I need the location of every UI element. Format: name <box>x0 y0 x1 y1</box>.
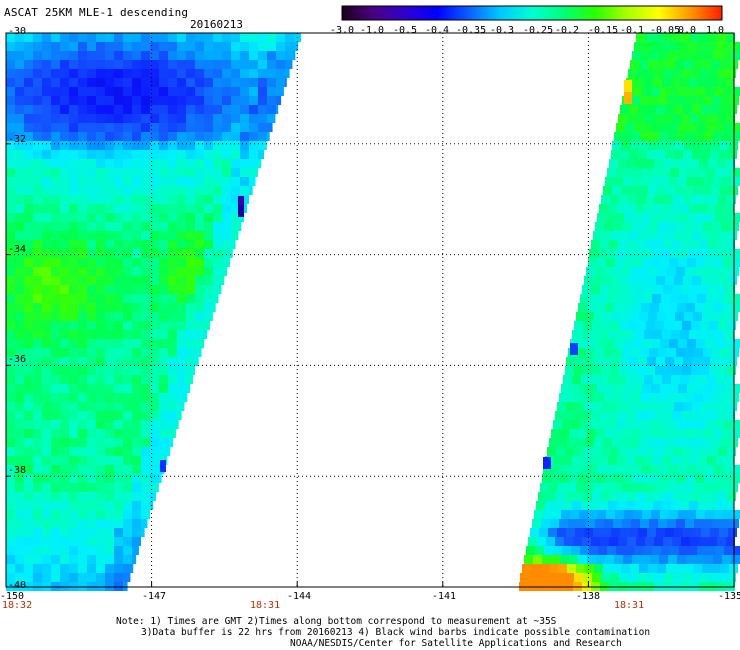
lat-label: -38 <box>8 465 27 476</box>
colorbar-tick: -0.4 <box>425 25 450 36</box>
lat-label: -32 <box>8 134 27 145</box>
colorbar-tick: -0.3 <box>490 25 515 36</box>
colorbar-tick: 0.0 <box>678 25 697 36</box>
swath-right <box>519 33 740 591</box>
swath-left <box>6 33 301 591</box>
colorbar-tick: -0.1 <box>620 25 645 36</box>
time-label: 18:32 <box>2 600 33 611</box>
note-line-1: Note: 1) Times are GMT 2)Times along bot… <box>116 616 557 627</box>
colorbar-tick: -3.0 <box>330 25 355 36</box>
lon-label: -135 <box>718 591 740 602</box>
lat-label: -40 <box>8 580 27 591</box>
time-label: 18:31 <box>614 600 645 611</box>
time-label: 18:31 <box>250 600 281 611</box>
colorbar-tick: -1.0 <box>360 25 385 36</box>
colorbar <box>341 5 723 21</box>
colorbar-tick: -0.15 <box>588 25 619 36</box>
lat-label: -36 <box>8 354 27 365</box>
colorbar-gradient <box>341 5 723 21</box>
note-line-2: 3)Data buffer is 22 hrs from 20160213 4)… <box>141 627 651 638</box>
lon-label: -138 <box>576 591 601 602</box>
lon-label: -141 <box>432 591 457 602</box>
lat-label: -30 <box>8 26 27 37</box>
colorbar-tick: -0.2 <box>555 25 580 36</box>
lon-label: -150 <box>0 591 25 602</box>
colorbar-tick: 1.0 <box>706 25 725 36</box>
product-title: ASCAT 25KM MLE-1 descending <box>4 6 189 19</box>
map-frame <box>5 32 735 588</box>
colorbar-tick: -0.05 <box>650 25 681 36</box>
colorbar-tick: -0.35 <box>456 25 487 36</box>
lon-label: -144 <box>287 591 312 602</box>
colorbar-tick: -0.25 <box>523 25 554 36</box>
note-line-3: NOAA/NESDIS/Center for Satellite Applica… <box>290 638 622 649</box>
lat-label: -34 <box>8 244 27 255</box>
graticule <box>5 32 735 588</box>
colorbar-tick: -0.5 <box>393 25 418 36</box>
product-date: 20160213 <box>190 18 243 31</box>
lon-label: -147 <box>142 591 167 602</box>
